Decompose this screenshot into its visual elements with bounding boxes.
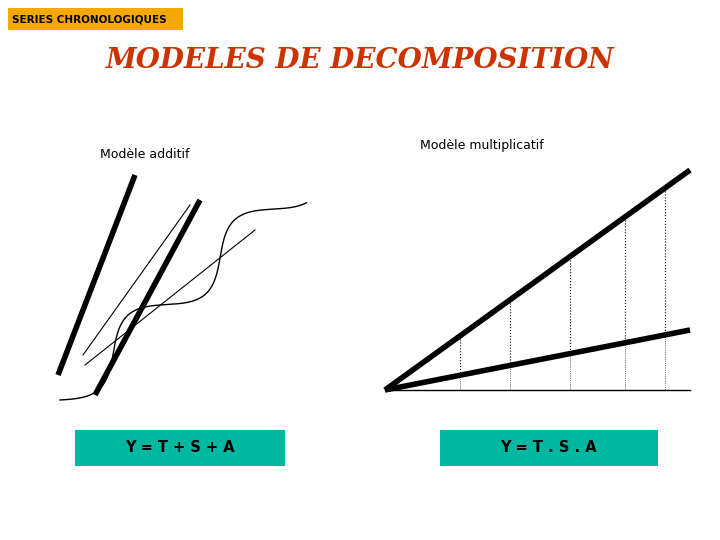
Text: SERIES CHRONOLOGIQUES: SERIES CHRONOLOGIQUES bbox=[12, 14, 166, 24]
FancyBboxPatch shape bbox=[440, 430, 658, 466]
Text: Y = T + S + A: Y = T + S + A bbox=[125, 441, 235, 456]
FancyBboxPatch shape bbox=[75, 430, 285, 466]
Text: MODELES DE DECOMPOSITION: MODELES DE DECOMPOSITION bbox=[106, 46, 614, 73]
Text: Modèle additif: Modèle additif bbox=[100, 148, 189, 161]
FancyBboxPatch shape bbox=[8, 8, 183, 30]
Text: Modèle multiplicatif: Modèle multiplicatif bbox=[420, 138, 544, 152]
Text: Y = T . S . A: Y = T . S . A bbox=[500, 441, 598, 456]
